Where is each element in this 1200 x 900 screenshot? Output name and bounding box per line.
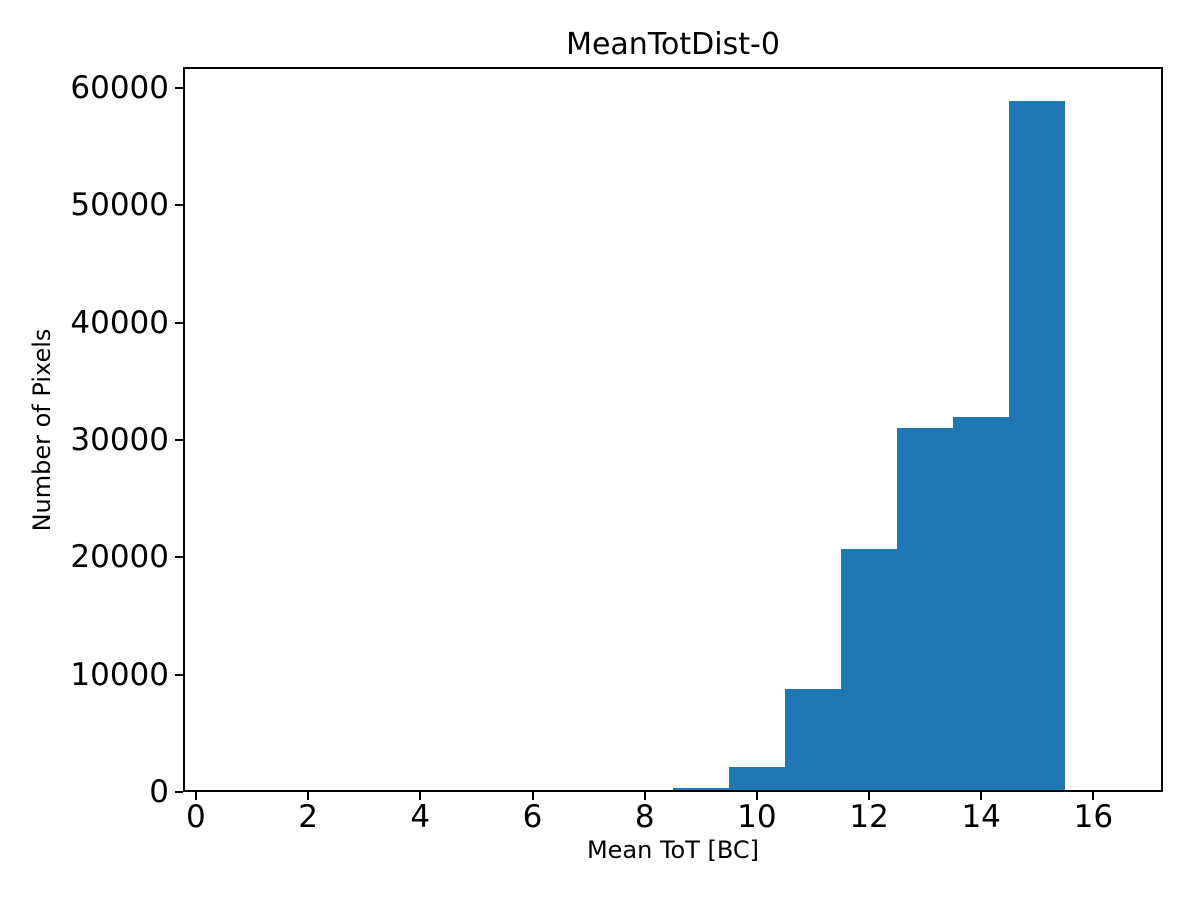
histogram-bar — [672, 787, 729, 792]
y-tick-mark — [175, 321, 183, 324]
x-tick-label: 0 — [186, 799, 206, 835]
x-axis-label: Mean ToT [BC] — [586, 836, 760, 864]
y-tick-mark — [175, 556, 183, 559]
x-tick-mark — [307, 792, 310, 800]
histogram-bar — [1009, 101, 1066, 792]
x-tick-label: 12 — [849, 799, 889, 835]
y-tick-mark — [175, 204, 183, 207]
y-tick-mark — [175, 673, 183, 676]
x-tick-mark — [868, 792, 871, 800]
x-tick-label: 10 — [737, 799, 777, 835]
y-tick-label: 0 — [149, 774, 169, 810]
x-tick-mark — [419, 792, 422, 800]
histogram-bar — [841, 549, 898, 792]
chart-title: MeanTotDist-0 — [566, 27, 780, 62]
y-tick-label: 60000 — [70, 70, 169, 107]
x-tick-mark — [643, 792, 646, 800]
y-tick-mark — [175, 791, 183, 793]
y-tick-label: 50000 — [70, 187, 169, 224]
x-tick-mark — [980, 792, 983, 800]
x-tick-label: 14 — [961, 799, 1001, 835]
y-tick-label: 30000 — [70, 422, 169, 459]
y-tick-label: 20000 — [70, 539, 169, 576]
histogram-bar — [953, 416, 1010, 792]
x-tick-label: 6 — [522, 799, 543, 835]
y-tick-mark — [175, 439, 183, 442]
histogram-bar — [728, 767, 785, 792]
y-tick-label: 10000 — [70, 656, 169, 693]
x-tick-mark — [531, 792, 534, 800]
x-tick-mark — [755, 792, 758, 800]
plot-area — [183, 67, 1163, 792]
x-tick-label: 2 — [298, 799, 318, 835]
x-tick-label: 4 — [410, 799, 431, 835]
histogram-bar — [897, 428, 954, 792]
y-tick-mark — [175, 87, 183, 90]
x-tick-mark — [1092, 792, 1095, 800]
histogram-bar — [784, 688, 841, 792]
y-tick-label: 40000 — [70, 304, 169, 341]
x-tick-label: 8 — [634, 799, 655, 835]
x-tick-mark — [194, 792, 197, 800]
x-tick-label: 16 — [1073, 799, 1114, 835]
